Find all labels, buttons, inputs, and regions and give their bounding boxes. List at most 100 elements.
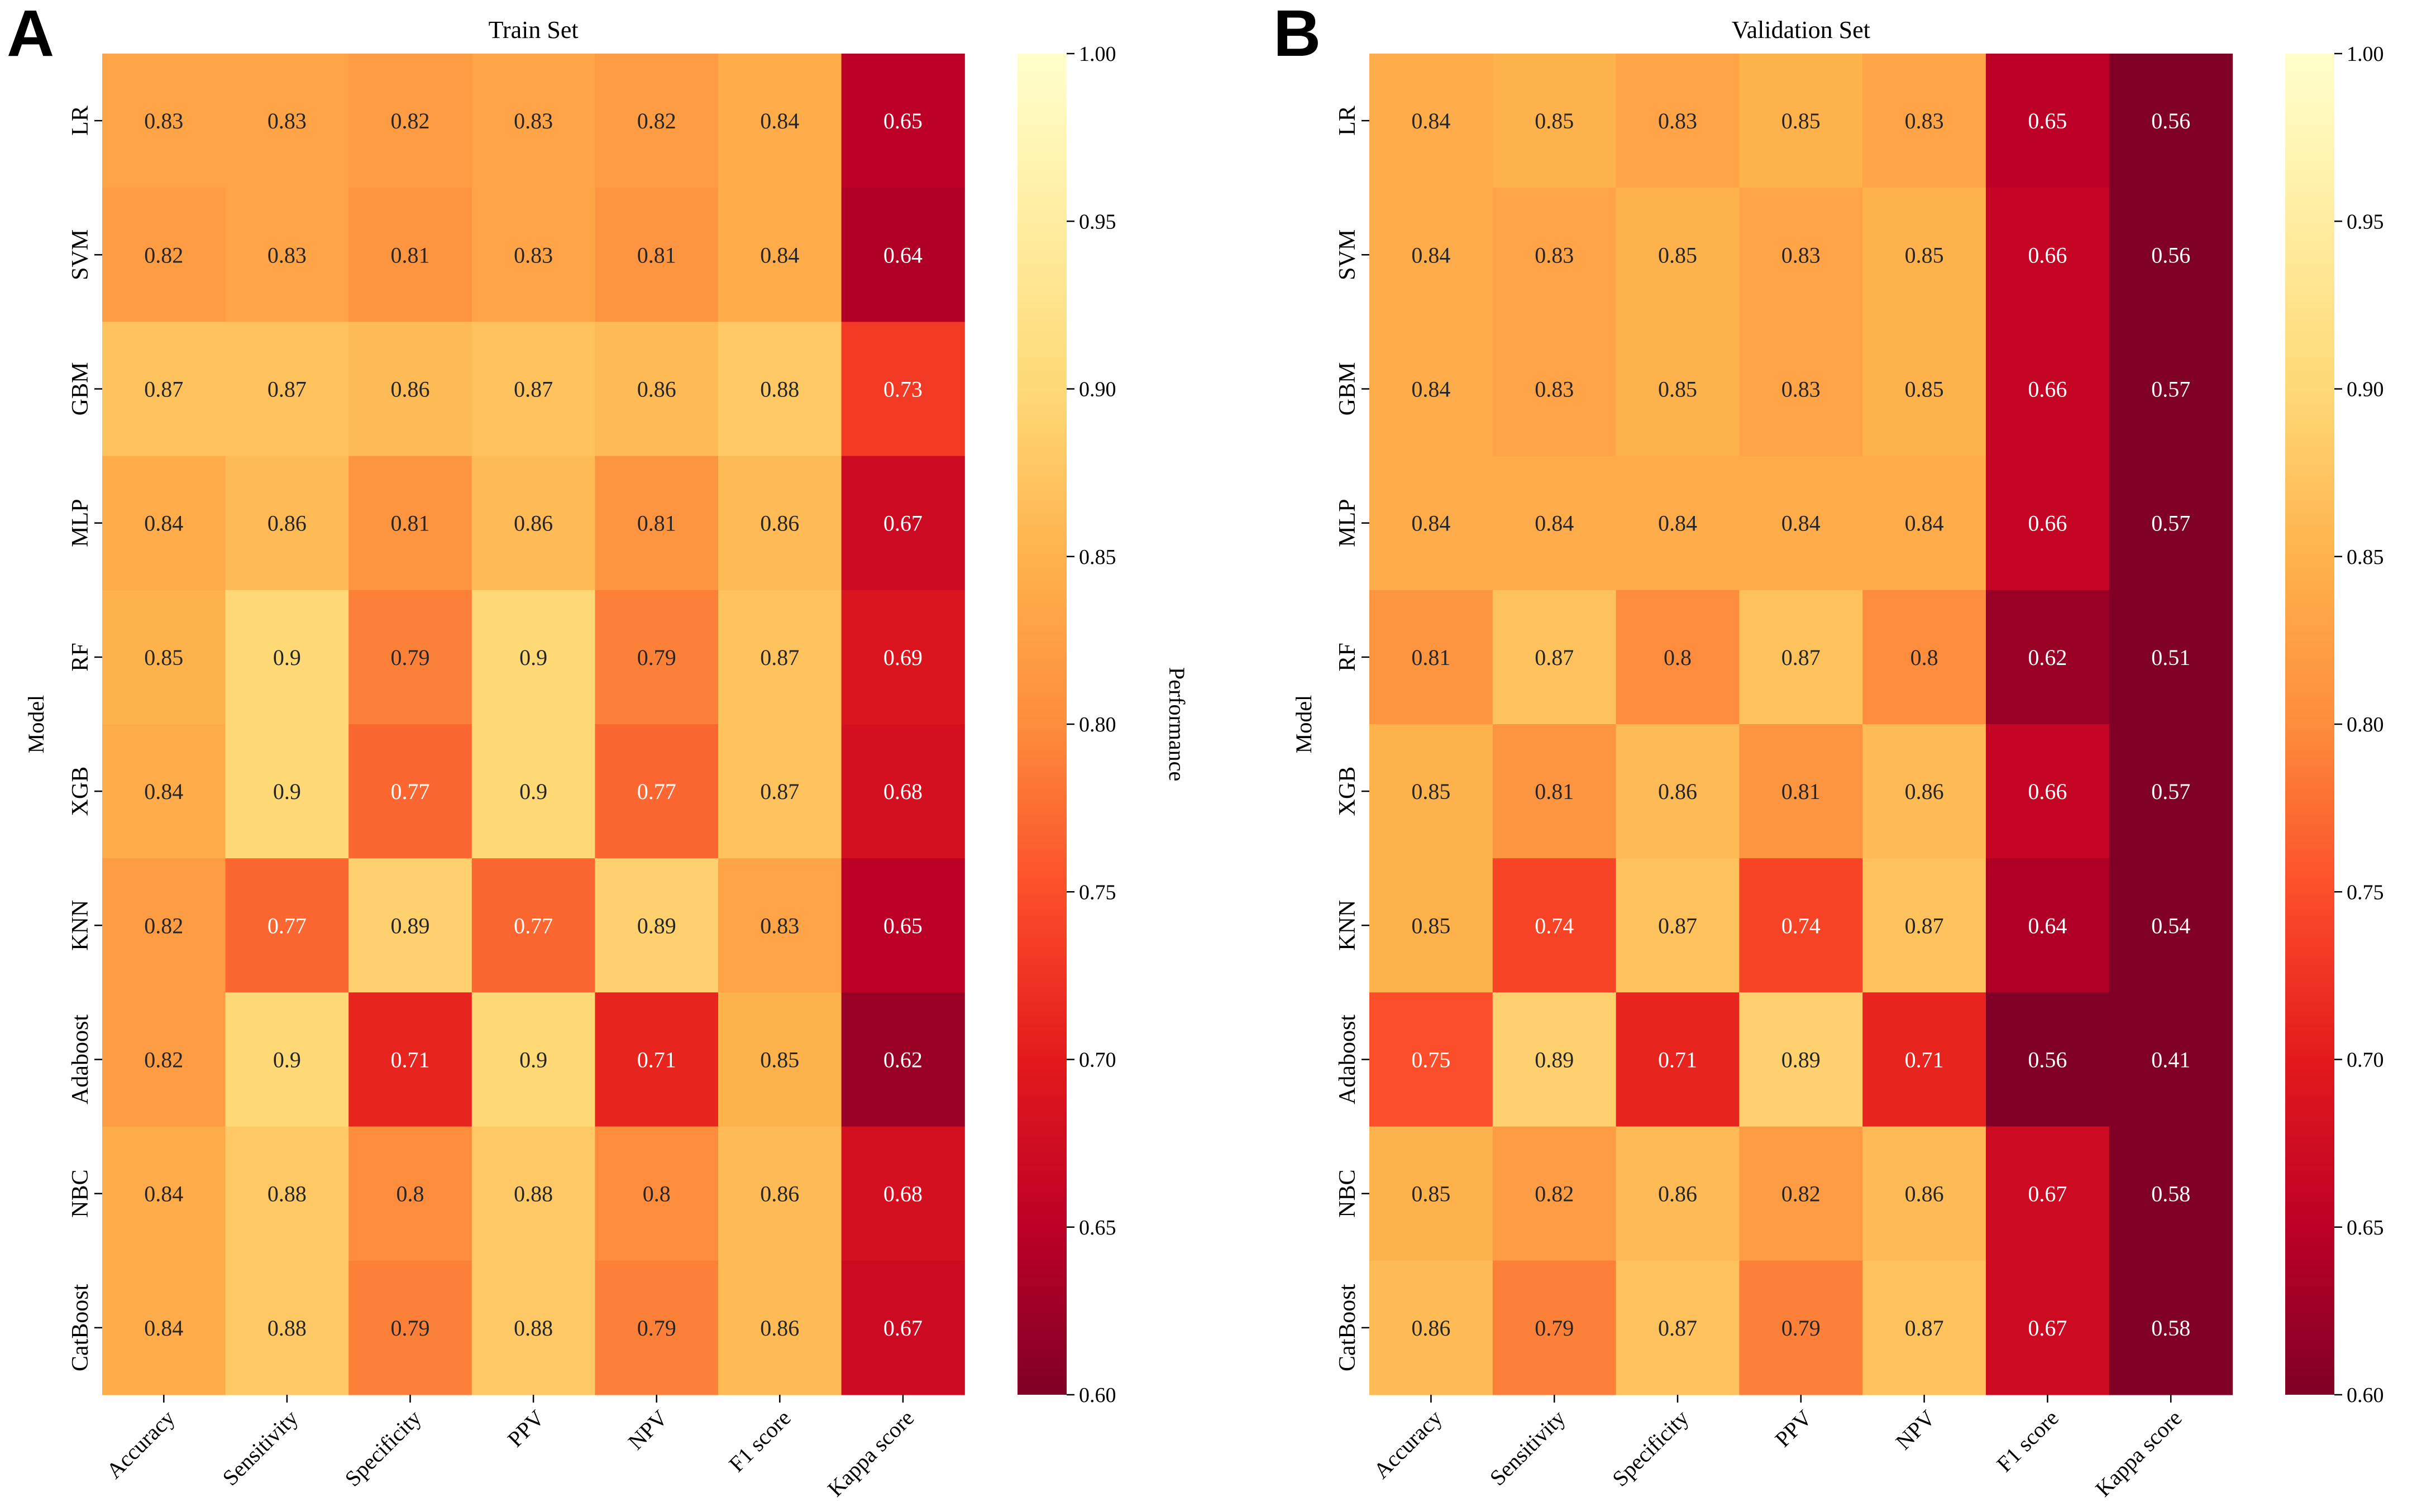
- heatmap-cell: [595, 54, 719, 188]
- cell-value-label: 0.65: [2028, 108, 2067, 133]
- heatmap-cell: [102, 456, 226, 591]
- cell-value-label: 0.83: [1535, 377, 1574, 402]
- cell-value-label: 0.8: [643, 1181, 671, 1207]
- heatmap-cell: [348, 322, 472, 457]
- heatmap-cell: [348, 188, 472, 322]
- cell-value-label: 0.71: [391, 1047, 430, 1073]
- y-tick-label: NBC: [1335, 1170, 1360, 1218]
- cell-value-label: 0.81: [391, 511, 430, 536]
- cell-value-label: 0.83: [1535, 242, 1574, 267]
- cell-value-label: 0.85: [1535, 108, 1574, 133]
- cell-value-label: 0.85: [144, 645, 183, 670]
- colorbar-tick-label: 1.00: [1079, 42, 1116, 66]
- x-tick-label: Kappa score: [823, 1405, 919, 1501]
- heatmap-cell: [225, 724, 349, 859]
- y-tick-label: SVM: [1335, 229, 1360, 280]
- cell-value-label: 0.74: [1781, 913, 1821, 938]
- cell-value-label: 0.79: [637, 1315, 676, 1341]
- cell-value-label: 0.82: [1781, 1181, 1821, 1207]
- y-tick-label: KNN: [68, 900, 93, 951]
- y-tick-label: XGB: [1335, 767, 1360, 816]
- heatmap-cell: [595, 322, 719, 457]
- cell-value-label: 0.9: [273, 645, 301, 670]
- colorbar-tick-label: 0.75: [1079, 881, 1116, 904]
- cell-value-label: 0.87: [1905, 1315, 1944, 1341]
- x-tick-label: Kappa score: [2090, 1405, 2186, 1501]
- cell-value-label: 0.82: [144, 1047, 183, 1073]
- y-tick-label: Adaboost: [68, 1015, 93, 1104]
- heatmap-cell: [1739, 858, 1863, 993]
- heatmap-cell: [1369, 590, 1493, 725]
- heatmap-cell: [1616, 1260, 1740, 1395]
- heatmap-cell: [1492, 1260, 1617, 1395]
- x-tick-label: F1 score: [1991, 1405, 2063, 1477]
- heatmap-cell: [1862, 1126, 1986, 1261]
- cell-value-label: 0.82: [1535, 1181, 1574, 1207]
- y-tick-label: RF: [1335, 643, 1360, 671]
- heatmap-cell: [102, 1126, 226, 1261]
- heatmap-cell: [1986, 456, 2110, 591]
- cell-value-label: 0.88: [514, 1315, 553, 1341]
- cell-value-label: 0.83: [268, 108, 307, 133]
- cell-value-label: 0.71: [1905, 1047, 1944, 1073]
- heatmap-cell: [348, 724, 472, 859]
- colorbar-tick-label: 0.90: [1079, 378, 1116, 401]
- heatmap-cell: [595, 992, 719, 1127]
- cell-value-label: 0.57: [2151, 779, 2190, 804]
- colorbar: [2285, 54, 2334, 1395]
- cell-value-label: 0.83: [1658, 108, 1697, 133]
- cell-value-label: 0.81: [1781, 779, 1821, 804]
- cell-value-label: 0.8: [1664, 645, 1692, 670]
- colorbar-tick-label: 0.65: [1079, 1216, 1116, 1240]
- heatmap-cell: [841, 188, 965, 322]
- heatmap-cell: [1986, 858, 2110, 993]
- heatmap-cell: [102, 992, 226, 1127]
- heatmap-cell: [2109, 1126, 2233, 1261]
- heatmap-cell: [102, 858, 226, 993]
- heatmap-cell: [841, 1126, 965, 1261]
- heatmap-cell: [1369, 1260, 1493, 1395]
- cell-value-label: 0.89: [1535, 1047, 1574, 1073]
- cell-value-label: 0.89: [391, 913, 430, 938]
- cell-value-label: 0.87: [268, 377, 307, 402]
- heatmap-cell: [1616, 322, 1740, 457]
- y-tick-label: CatBoost: [1335, 1284, 1360, 1371]
- heatmap-cell: [1492, 322, 1617, 457]
- cell-value-label: 0.89: [637, 913, 676, 938]
- cell-value-label: 0.64: [883, 242, 923, 267]
- heatmap-cell: [2109, 590, 2233, 725]
- heatmap-cell: [471, 858, 595, 993]
- heatmap-cell: [1492, 724, 1617, 859]
- heatmap-cell: [1862, 322, 1986, 457]
- heatmap-cell: [348, 1260, 472, 1395]
- heatmap-cell: [2109, 992, 2233, 1127]
- colorbar-tick-label: 0.65: [2347, 1216, 2384, 1240]
- cell-value-label: 0.57: [2151, 377, 2190, 402]
- heatmap-cell: [1616, 456, 1740, 591]
- colorbar-tick-label: 0.80: [2347, 713, 2384, 736]
- cell-value-label: 0.85: [1905, 242, 1944, 267]
- cell-value-label: 0.86: [637, 377, 676, 402]
- heatmap-cell: [718, 992, 842, 1127]
- heatmap-cell: [1492, 590, 1617, 725]
- cell-value-label: 0.83: [760, 913, 799, 938]
- heatmap-cell: [2109, 1260, 2233, 1395]
- heatmap-cell: [471, 188, 595, 322]
- cell-value-label: 0.85: [1411, 913, 1450, 938]
- cell-value-label: 0.83: [514, 242, 553, 267]
- panel-letter: B: [1273, 0, 1321, 70]
- cell-value-label: 0.79: [391, 1315, 430, 1341]
- x-tick-label: Accuracy: [1369, 1405, 1447, 1484]
- heatmap-cell: [348, 992, 472, 1127]
- colorbar-tick-label: 0.70: [1079, 1049, 1116, 1072]
- cell-value-label: 0.81: [637, 511, 676, 536]
- colorbar-tick-label: 0.70: [2347, 1049, 2384, 1072]
- panel-letter: A: [7, 0, 54, 70]
- cell-value-label: 0.56: [2028, 1047, 2067, 1073]
- heatmap-cell: [471, 1260, 595, 1395]
- cell-value-label: 0.9: [519, 1047, 547, 1073]
- cell-value-label: 0.82: [144, 242, 183, 267]
- cell-value-label: 0.86: [391, 377, 430, 402]
- heatmap-cell: [841, 322, 965, 457]
